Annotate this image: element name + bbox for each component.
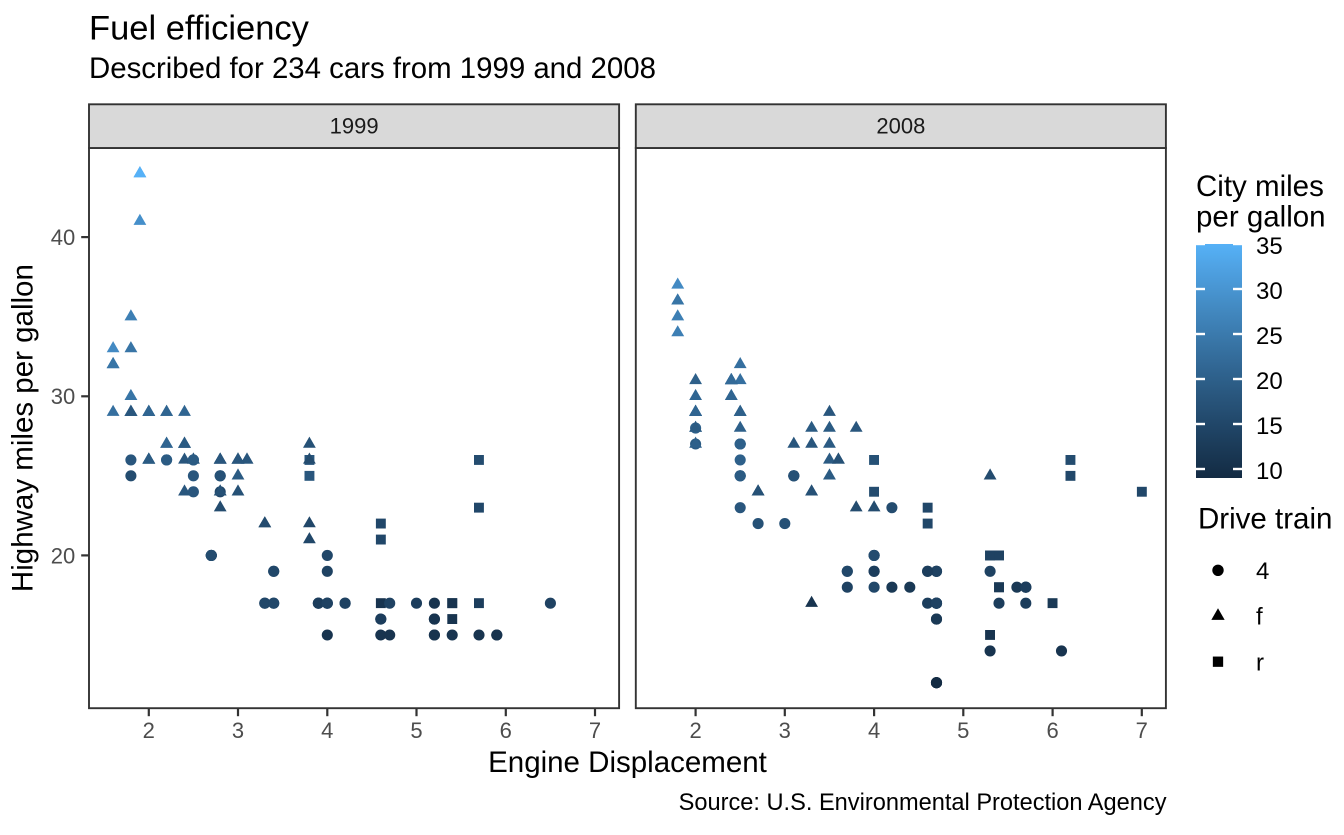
svg-text:4: 4	[1256, 558, 1269, 585]
svg-text:1999: 1999	[330, 114, 379, 139]
svg-text:Described for 234 cars from 19: Described for 234 cars from 1999 and 200…	[89, 52, 656, 85]
svg-text:35: 35	[1256, 233, 1283, 260]
svg-text:Source: U.S. Environmental Pro: Source: U.S. Environmental Protection Ag…	[679, 790, 1167, 816]
svg-text:2: 2	[143, 718, 155, 743]
svg-text:6: 6	[1046, 718, 1058, 743]
svg-text:40: 40	[51, 225, 75, 250]
svg-text:Highway miles per gallon: Highway miles per gallon	[7, 264, 40, 592]
svg-text:5: 5	[957, 718, 969, 743]
svg-text:15: 15	[1256, 413, 1283, 440]
svg-text:per gallon: per gallon	[1196, 201, 1326, 234]
svg-text:20: 20	[51, 543, 75, 568]
svg-text:25: 25	[1256, 323, 1283, 350]
svg-text:Fuel efficiency: Fuel efficiency	[89, 10, 310, 48]
svg-text:10: 10	[1256, 458, 1283, 485]
svg-text:2008: 2008	[876, 114, 925, 139]
svg-text:30: 30	[51, 384, 75, 409]
svg-text:Engine Displacement: Engine Displacement	[488, 746, 767, 779]
svg-text:5: 5	[410, 718, 422, 743]
svg-text:Drive train: Drive train	[1198, 503, 1332, 536]
svg-text:2: 2	[689, 718, 701, 743]
svg-text:4: 4	[321, 718, 333, 743]
svg-text:6: 6	[500, 718, 512, 743]
svg-text:3: 3	[232, 718, 244, 743]
svg-text:20: 20	[1256, 368, 1283, 395]
svg-text:r: r	[1256, 649, 1264, 676]
svg-text:3: 3	[779, 718, 791, 743]
svg-text:30: 30	[1256, 278, 1283, 305]
svg-text:7: 7	[589, 718, 601, 743]
svg-text:7: 7	[1136, 718, 1148, 743]
svg-text:City miles: City miles	[1196, 170, 1324, 203]
svg-text:f: f	[1256, 604, 1263, 631]
svg-text:4: 4	[868, 718, 880, 743]
